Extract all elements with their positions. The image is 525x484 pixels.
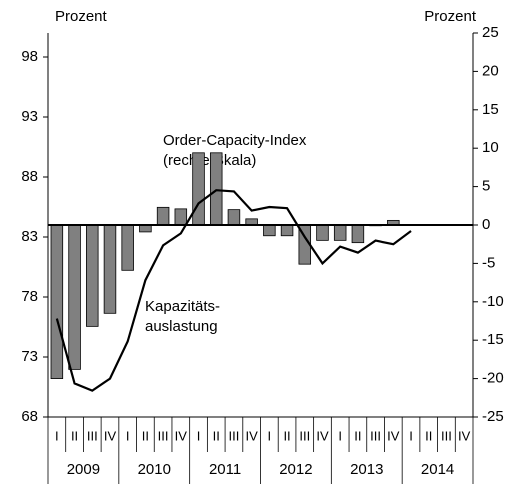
bar — [227, 209, 241, 226]
x-tick-label: IV — [245, 428, 258, 443]
bar — [263, 224, 276, 237]
y-tick-label: 73 — [21, 348, 38, 365]
x-tick-label: III — [229, 428, 240, 443]
y2-tick-label: 10 — [482, 139, 499, 156]
y2-tick-label: -20 — [482, 370, 504, 387]
x-tick-label: III — [158, 428, 169, 443]
bar — [86, 224, 99, 327]
y-tick-label: 83 — [21, 228, 38, 245]
x-tick-label: III — [299, 428, 310, 443]
bar — [50, 224, 64, 380]
x-tick-label: IV — [175, 428, 188, 443]
x-tick-label: IV — [316, 428, 329, 443]
x-tick-label: II — [213, 428, 220, 443]
x-tick-label: I — [268, 428, 272, 443]
annotation: (rechte Skala) — [163, 152, 256, 169]
x-tick-label: I — [126, 428, 130, 443]
y2-tick-label: 20 — [482, 62, 499, 79]
bar — [121, 224, 134, 271]
x-tick-label: IV — [104, 428, 117, 443]
bar — [103, 224, 117, 314]
x-tick-label: I — [55, 428, 59, 443]
year-label: 2009 — [67, 461, 100, 478]
y-tick-label: 68 — [21, 408, 38, 425]
bar — [68, 224, 81, 370]
year-label: 2013 — [350, 461, 383, 478]
year-label: 2012 — [279, 461, 312, 478]
x-tick-label: II — [283, 428, 290, 443]
x-tick-label: II — [142, 428, 149, 443]
bar — [174, 208, 188, 226]
year-label: 2010 — [138, 461, 171, 478]
y2-tick-label: -25 — [482, 408, 504, 425]
x-tick-label: III — [370, 428, 381, 443]
y2-tick-label: -10 — [482, 293, 504, 310]
y-axis-label: Prozent — [55, 8, 108, 25]
y2-tick-label: -5 — [482, 254, 495, 271]
y2-tick-label: 15 — [482, 101, 499, 118]
annotation: Order-Capacity-Index — [163, 132, 307, 149]
bar — [156, 206, 170, 226]
x-tick-label: IV — [458, 428, 471, 443]
x-tick-label: II — [354, 428, 361, 443]
y2-tick-label: 0 — [482, 216, 490, 233]
bar — [280, 224, 294, 237]
x-tick-label: I — [338, 428, 342, 443]
annotation: auslastung — [145, 318, 218, 335]
x-tick-label: I — [409, 428, 413, 443]
x-tick-label: II — [71, 428, 78, 443]
y-tick-label: 98 — [21, 48, 38, 65]
x-tick-label: II — [425, 428, 432, 443]
bar — [333, 224, 347, 241]
x-tick-label: III — [87, 428, 98, 443]
y2-tick-label: 5 — [482, 178, 490, 195]
y2-tick-label: -15 — [482, 331, 504, 348]
x-tick-label: I — [197, 428, 201, 443]
bar — [316, 224, 329, 241]
annotation: Kapazitäts- — [145, 298, 220, 315]
x-tick-label: III — [441, 428, 452, 443]
y2-tick-label: 25 — [482, 24, 499, 41]
bar — [139, 224, 152, 233]
bar — [351, 224, 365, 244]
y-tick-label: 88 — [21, 168, 38, 185]
line — [55, 189, 412, 392]
year-label: 2011 — [209, 461, 241, 478]
y2-axis-label: Prozent — [424, 8, 477, 25]
y-tick-label: 78 — [21, 288, 38, 305]
year-label: 2014 — [421, 461, 454, 478]
bar — [192, 152, 205, 226]
y-tick-label: 93 — [21, 108, 38, 125]
x-tick-label: IV — [387, 428, 400, 443]
bar — [209, 152, 223, 226]
